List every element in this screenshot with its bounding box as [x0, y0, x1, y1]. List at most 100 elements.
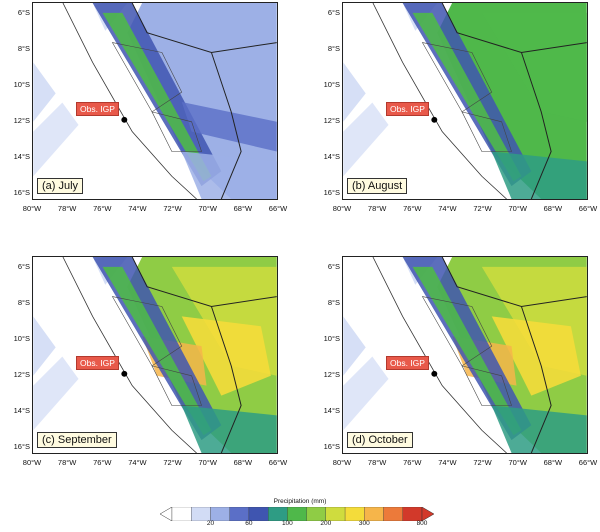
longitude-label: 78°W: [367, 458, 387, 467]
colorbar-swatch: [248, 507, 269, 521]
colorbar-title: Precipitation (mm): [273, 498, 327, 505]
longitude-label: 76°W: [403, 458, 422, 467]
latitude-label: 16°S: [323, 442, 340, 451]
longitude-label: 78°W: [57, 204, 77, 213]
map-panel: 6°S 8°S 10°S 12°S 14°S 16°S 80°W 78°W 76°W 74°W 72…: [6, 256, 287, 476]
latitude-label: 8°S: [327, 44, 340, 53]
colorbar-min-arrow: [160, 507, 173, 521]
longitude-label: 80°W: [332, 204, 352, 213]
colorbar-swatch: [171, 507, 192, 521]
station-marker: [121, 370, 128, 377]
precipitation-map: [342, 256, 588, 454]
longitude-label: 80°W: [332, 458, 352, 467]
colorbar-max-arrow: [421, 507, 435, 521]
latitude-label: 16°S: [13, 442, 30, 451]
latitude-label: 14°S: [323, 152, 340, 161]
latitude-label: 6°S: [17, 8, 30, 17]
longitude-label: 70°W: [508, 458, 527, 467]
colorbar-swatch: [344, 507, 365, 521]
colorbar-swatch: [364, 507, 384, 521]
longitude-label: 68°W: [233, 458, 253, 467]
station-label: Obs. IGP: [386, 356, 429, 370]
longitude-label: 72°W: [163, 204, 182, 213]
longitude-label: 74°W: [128, 458, 147, 467]
longitude-label: 70°W: [198, 204, 217, 213]
station-marker: [431, 116, 438, 123]
colorbar-tick-label: 800: [416, 520, 428, 527]
latitude-label: 8°S: [17, 44, 30, 53]
colorbar-tick-label: 200: [320, 520, 332, 527]
latitude-label: 8°S: [327, 298, 340, 307]
longitude-label: 72°W: [473, 458, 492, 467]
longitude-label: 76°W: [93, 204, 112, 213]
latitude-label: 16°S: [323, 188, 340, 197]
longitude-label: 72°W: [473, 204, 492, 213]
station-label: Obs. IGP: [76, 102, 119, 116]
map-panel: 6°S 8°S 10°S 12°S 14°S 16°S 80°W 78°W 76°W 74°W 72…: [316, 2, 597, 222]
latitude-label: 14°S: [13, 406, 30, 415]
longitude-label: 68°W: [543, 204, 563, 213]
longitude-label: 66°W: [268, 204, 288, 213]
longitude-label: 74°W: [438, 204, 457, 213]
latitude-label: 12°S: [323, 116, 340, 125]
longitude-label: 74°W: [128, 204, 147, 213]
longitude-label: 76°W: [403, 204, 422, 213]
colorbar-tick-label: 20: [206, 520, 215, 527]
latitude-label: 10°S: [323, 80, 340, 89]
map-panel: 6°S 8°S 10°S 12°S 14°S 16°S 80°W 78°W 76°W 74°W 72…: [6, 2, 287, 222]
latitude-label: 10°S: [323, 334, 340, 343]
colorbar-swatch: [229, 507, 250, 521]
colorbar-swatch: [383, 507, 403, 521]
longitude-label: 78°W: [57, 458, 77, 467]
longitude-label: 68°W: [543, 458, 563, 467]
colorbar-swatch: [325, 507, 346, 521]
panel-caption: (d) October: [347, 432, 413, 448]
longitude-label: 66°W: [578, 204, 598, 213]
longitude-label: 74°W: [438, 458, 457, 467]
longitude-label: 70°W: [508, 204, 527, 213]
latitude-label: 10°S: [13, 80, 30, 89]
longitude-label: 76°W: [93, 458, 112, 467]
map-panel: 6°S 8°S 10°S 12°S 14°S 16°S 80°W 78°W 76°W 74°W 72…: [316, 256, 597, 476]
latitude-label: 8°S: [17, 298, 30, 307]
latitude-label: 6°S: [327, 8, 340, 17]
latitude-label: 12°S: [13, 370, 30, 379]
station-label: Obs. IGP: [76, 356, 119, 370]
colorbar-swatch: [306, 507, 326, 521]
longitude-label: 72°W: [163, 458, 182, 467]
longitude-label: 78°W: [367, 204, 387, 213]
colorbar: [160, 507, 435, 521]
panel-caption: (b) August: [347, 178, 408, 194]
colorbar-swatch: [287, 507, 307, 521]
colorbar-tick-label: 300: [358, 520, 370, 527]
longitude-label: 68°W: [233, 204, 253, 213]
precipitation-map: [32, 2, 278, 200]
station-label: Obs. IGP: [386, 102, 429, 116]
longitude-label: 66°W: [268, 458, 288, 467]
latitude-label: 14°S: [323, 406, 340, 415]
latitude-label: 6°S: [17, 262, 30, 271]
panel-caption: (a) July: [37, 178, 84, 194]
station-marker: [431, 370, 438, 377]
latitude-label: 12°S: [13, 116, 30, 125]
latitude-label: 14°S: [13, 152, 30, 161]
longitude-label: 70°W: [198, 458, 217, 467]
precipitation-map: [342, 2, 588, 200]
latitude-label: 10°S: [13, 334, 30, 343]
colorbar-tick-label: 60: [245, 520, 253, 527]
latitude-label: 12°S: [323, 370, 340, 379]
longitude-label: 66°W: [578, 458, 598, 467]
colorbar-swatch: [402, 507, 423, 521]
longitude-label: 80°W: [22, 204, 42, 213]
panel-caption: (c) September: [37, 432, 117, 448]
colorbar-swatch: [191, 507, 211, 521]
colorbar-swatch: [268, 507, 288, 521]
longitude-label: 80°W: [22, 458, 42, 467]
latitude-label: 6°S: [327, 262, 340, 271]
latitude-label: 16°S: [13, 188, 30, 197]
colorbar-swatch: [210, 507, 230, 521]
colorbar-tick-label: 100: [281, 520, 293, 527]
station-marker: [121, 116, 128, 123]
precipitation-map: [32, 256, 278, 454]
colorbar-legend: Precipitation (mm) 20 60 100 200 300 800: [160, 498, 440, 528]
